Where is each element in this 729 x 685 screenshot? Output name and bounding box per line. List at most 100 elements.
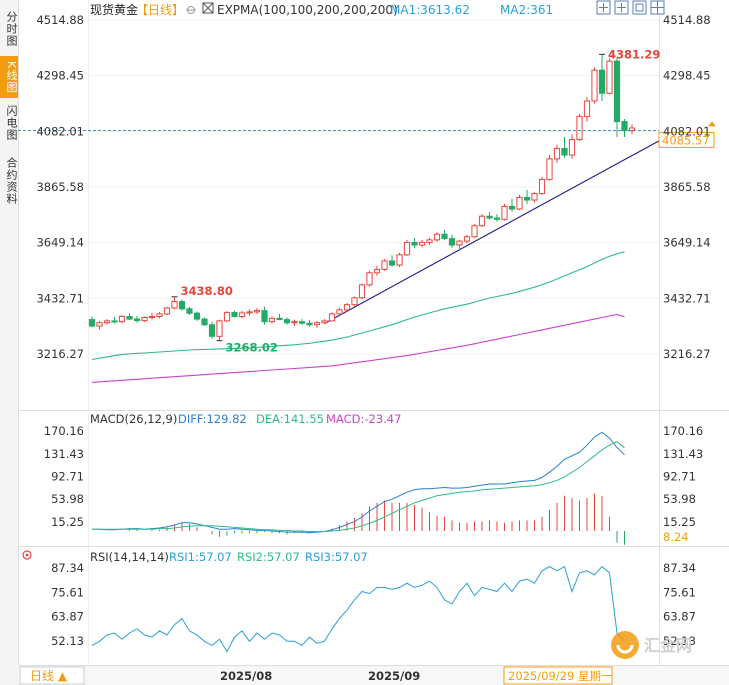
chart-area[interactable]: 现货黄金 【日线】 EXPMA(100,100,200,200,200) MA1… [18,0,729,685]
zoom-in-icon[interactable] [596,0,611,15]
macd-y-tick-left: 53.98 [51,492,84,506]
rsi-line [91,565,625,653]
candle [576,113,583,141]
candle [328,312,336,322]
candle-body [591,69,598,102]
rsi-y-tick-left: 63.87 [51,610,84,624]
candle [216,319,223,341]
candle-body [396,254,403,266]
tab-kline[interactable]: K线图 [0,56,18,98]
settings-icon[interactable] [186,6,196,14]
expma-toggle-icon[interactable] [202,2,214,14]
symbol-title: 现货黄金 [90,2,138,17]
macd-y-tick-right: 131.43 [663,447,703,461]
candle [171,296,178,310]
candle [388,255,396,267]
candle-body [426,239,433,243]
candle [163,306,171,315]
candle [291,319,298,327]
candle [313,321,321,328]
rsi-settings-icon[interactable] [22,550,32,560]
zoom-out-icon[interactable] [614,0,629,15]
macd-y-tick-left: 15.25 [51,515,84,529]
candle-body [88,319,96,327]
y-tick-label-right: 3216.27 [663,347,711,361]
candle-body [388,260,396,266]
candle [381,259,388,271]
candle-body [606,60,613,94]
candle [613,57,621,137]
tab-timeshare[interactable]: 分时图 [5,11,18,47]
candle [598,54,606,101]
layout-icon[interactable] [650,0,665,15]
tab-flash[interactable]: 闪电图 [5,105,18,141]
candle-body [343,304,351,311]
candle [88,316,96,328]
candle-body [478,215,486,227]
y-tick-label-right: 3865.58 [663,180,711,194]
y-tick-label-right: 4514.88 [663,13,711,27]
side-tab-bar: 分时图 K线图 闪电图 合约资料 [0,0,19,685]
expma-label: EXPMA(100,100,200,200,200) [217,3,398,17]
candle-body [456,240,463,246]
macd-y-tick-right: 15.25 [663,515,696,529]
current-price-label: 4085.57 [662,133,710,147]
current-price-badge [658,131,715,148]
candle [628,124,636,135]
tab-contract-info[interactable]: 合约资料 [5,157,18,205]
macd-current-value: 8.24 [663,530,689,544]
candle-body [328,313,336,322]
candle [553,144,561,163]
candle [448,234,456,248]
period-button[interactable]: 日线 ▲ [19,666,85,685]
candle [261,306,268,325]
candle-body [403,241,411,256]
trendline [324,140,660,324]
candle-body [613,60,621,123]
candle [268,316,276,324]
candle-body [178,301,186,310]
rsi-y-tick-left: 52.13 [51,634,84,648]
candle-body [306,322,313,326]
macd-y-tick-left: 92.71 [51,469,84,483]
y-tick-label-left: 4514.88 [36,13,84,27]
candle-body [576,115,583,141]
candle-body [126,316,133,320]
candle-body [216,320,223,337]
candle [283,317,291,325]
candle-body [291,321,298,324]
candle [433,232,441,242]
watermark-logo: 汇金网 [611,631,692,659]
rsi3-label: RSI3:57.07 [305,550,368,564]
candle [231,310,238,318]
candle [411,237,418,249]
macd-label: MACD(26,12,9) [90,412,177,426]
date-label-aug: 2025/08 [220,669,272,683]
candle [306,320,313,327]
candle [351,296,358,307]
candle [148,312,156,320]
candle-body [186,308,193,314]
y-tick-label-left: 3432.71 [36,291,84,305]
price-arrow-icon [708,121,716,127]
candle-body [538,178,546,195]
candle [343,302,351,312]
fullscreen-icon[interactable] [632,0,647,15]
candle [538,176,546,195]
candle [531,192,538,203]
candle-body [321,320,328,324]
candle-body [171,301,178,309]
y-tick-label-left: 4082.01 [36,124,84,138]
watermark-text: 汇金网 [644,636,692,655]
candle-body [493,217,501,220]
cursor-date-badge: 2025/09/29 星期一 [503,666,613,685]
candle-body [561,148,568,156]
candle-body [111,320,118,323]
candle-body [118,316,126,323]
ma2-label: MA2:361 [500,3,553,17]
candle [471,223,478,238]
candle [156,311,163,319]
candle [193,311,201,321]
ma1-line [91,251,625,361]
rsi-y-tick-right: 87.34 [663,561,696,575]
